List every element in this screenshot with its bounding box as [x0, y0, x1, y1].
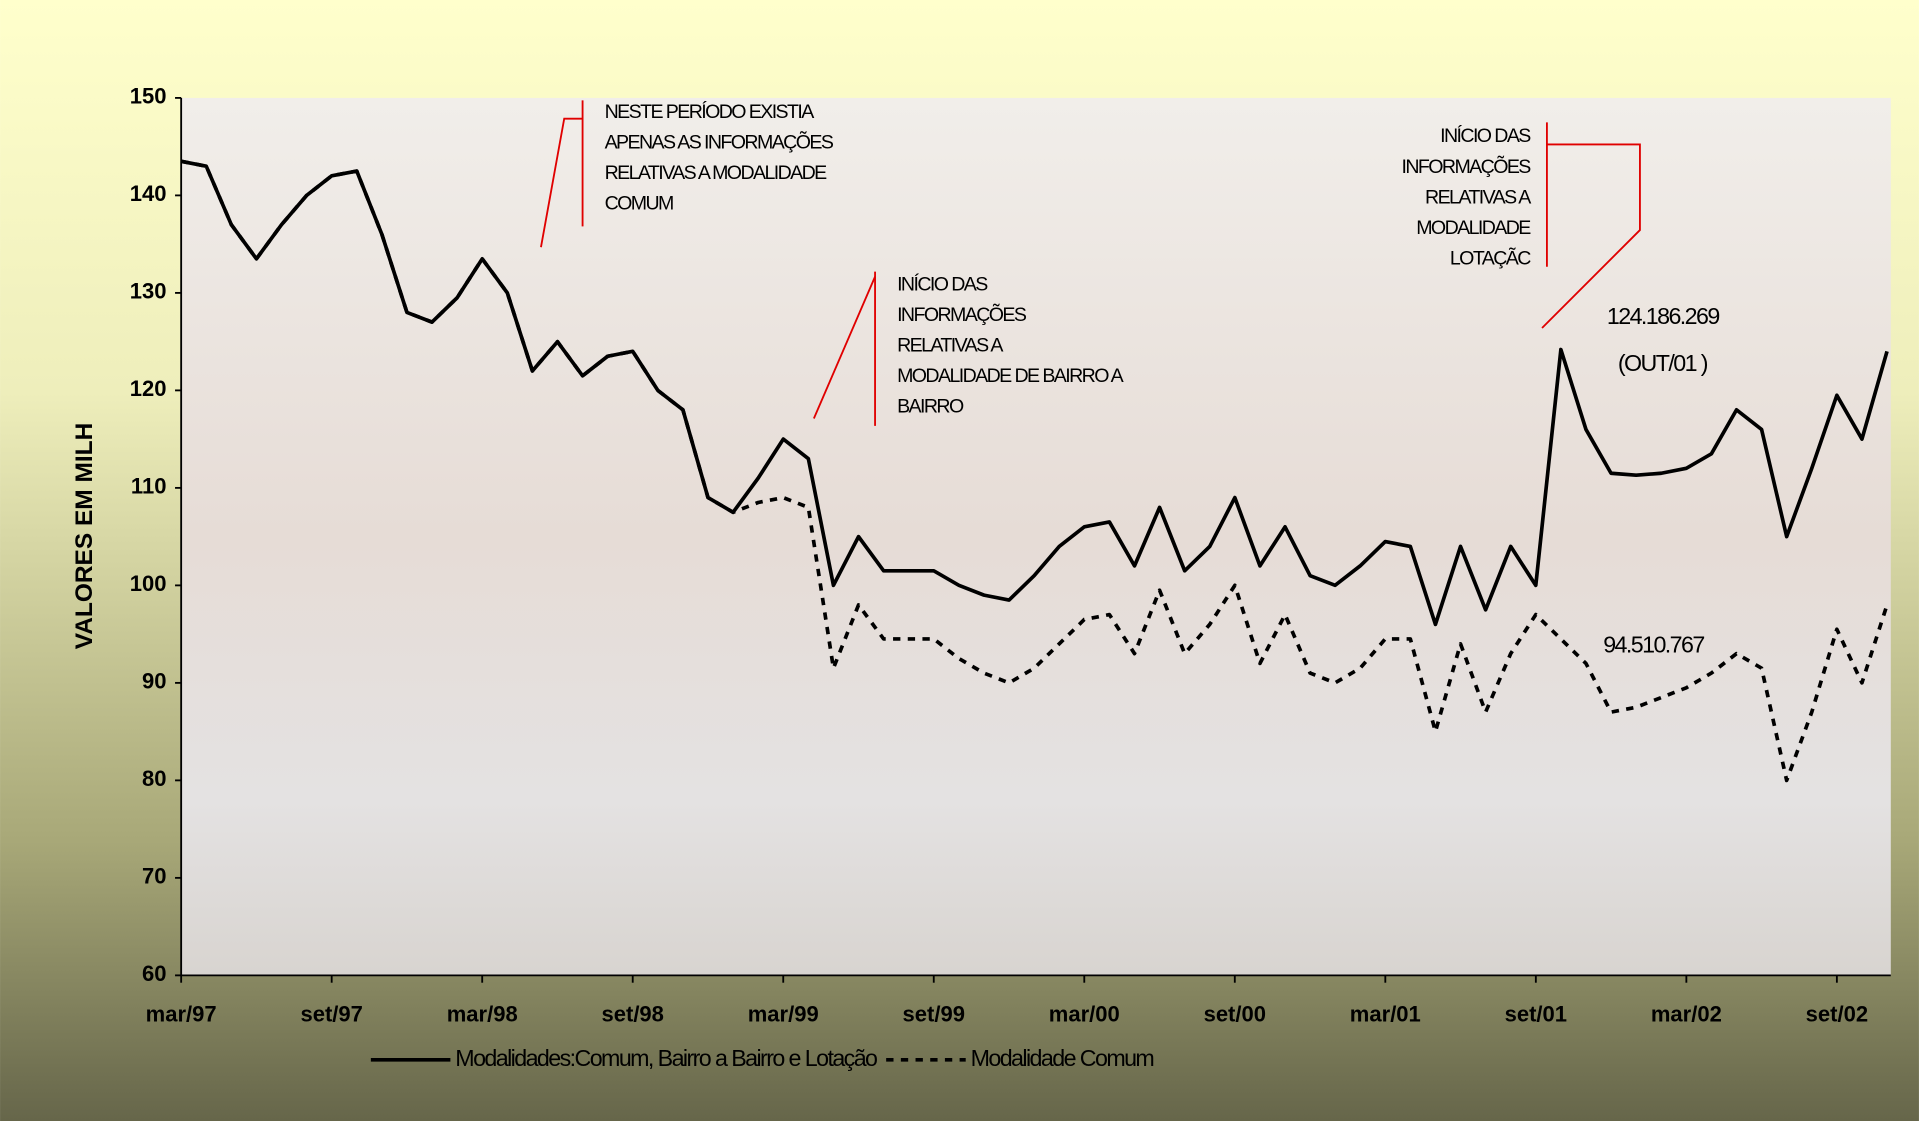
- annotation: LOTAÇÃC: [1450, 246, 1531, 270]
- x-tick-label: set/97: [300, 1002, 362, 1027]
- series-line: [180, 159, 1889, 627]
- y-tick-label: 110: [131, 474, 167, 499]
- x-tick-label: set/98: [602, 1002, 664, 1027]
- x-tick-label: mar/00: [1049, 1002, 1120, 1027]
- x-tick-label: set/00: [1204, 1002, 1266, 1027]
- y-axis-label: VALORES EM MILH: [71, 423, 98, 650]
- x-tick-label: mar/98: [447, 1002, 518, 1027]
- x-tick-label: mar/02: [1651, 1002, 1722, 1027]
- value-label: 124.186.269: [1607, 303, 1719, 329]
- y-tick-label: 90: [142, 669, 167, 694]
- x-tick-label: set/02: [1806, 1002, 1868, 1027]
- annotation: MODALIDADE DE BAIRRO A: [897, 365, 1125, 387]
- x-tick-label: set/01: [1505, 1002, 1567, 1027]
- y-tick-label: 120: [130, 376, 167, 401]
- x-tick-label: mar/97: [146, 1002, 217, 1027]
- legend-label: Modalidade Comum: [971, 1045, 1154, 1071]
- annotation: BAIRRO: [897, 396, 964, 418]
- annotation: INÍCIO DAS: [897, 272, 988, 295]
- plot-area: [181, 97, 1891, 976]
- annotation-line: [813, 276, 876, 419]
- value-label: 94.510.767: [1603, 631, 1704, 657]
- annotation: (OUT/01 ): [1618, 350, 1708, 376]
- y-tick-label: 150: [130, 84, 167, 109]
- annotation-line: [1541, 143, 1641, 329]
- annotation-line: [540, 117, 583, 248]
- annotation: RELATIVAS A MODALIDADE: [605, 162, 828, 184]
- annotation: MODALIDADE: [1416, 217, 1531, 239]
- x-tick-label: set/99: [903, 1002, 965, 1027]
- annotation: INÍCIO DAS: [1440, 124, 1531, 147]
- y-tick-label: 140: [130, 181, 167, 206]
- y-tick-label: 80: [142, 766, 167, 791]
- annotation: RELATIVAS A: [897, 335, 1004, 357]
- x-tick-label: mar/01: [1350, 1002, 1421, 1027]
- y-tick-label: 70: [142, 864, 167, 889]
- annotation: COMUM: [605, 193, 673, 215]
- y-tick-label: 130: [130, 279, 167, 304]
- annotation: RELATIVAS A: [1425, 186, 1532, 208]
- legend-label: Modalidades:Comum, Bairro a Bairro e Lot…: [455, 1045, 877, 1071]
- annotation: APENAS AS INFORMAÇÕES: [605, 129, 834, 153]
- y-tick-label: 100: [130, 571, 167, 596]
- annotation: INFORMAÇÕES: [1402, 154, 1532, 178]
- x-tick-label: mar/99: [748, 1002, 819, 1027]
- annotation: INFORMAÇÕES: [897, 302, 1027, 326]
- y-tick-label: 60: [142, 961, 167, 986]
- annotation: NESTE PERÍODO EXISTIA: [605, 100, 816, 123]
